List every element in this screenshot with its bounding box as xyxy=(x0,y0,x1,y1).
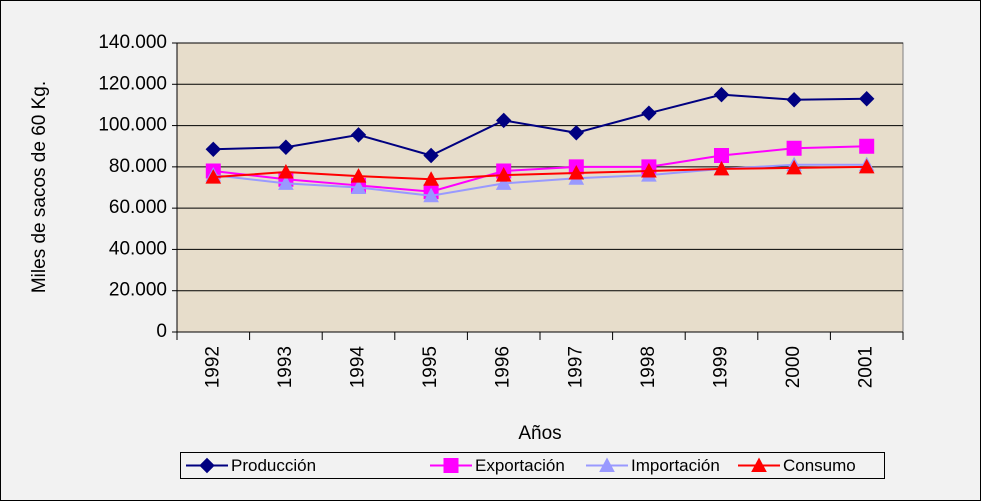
x-tick-label: 1999 xyxy=(711,346,732,388)
data-point xyxy=(714,148,729,164)
y-tick-label: 0 xyxy=(156,321,167,342)
data-point xyxy=(786,140,802,156)
data-point xyxy=(713,160,730,176)
legend-marker xyxy=(599,457,615,472)
data-point xyxy=(568,164,585,180)
data-point xyxy=(423,187,439,203)
data-point xyxy=(205,169,222,184)
series-line xyxy=(213,93,867,157)
legend-label: Exportación xyxy=(475,456,565,475)
x-tick-label: 1995 xyxy=(420,346,441,388)
data-point xyxy=(713,86,730,103)
data-point xyxy=(568,125,585,141)
series-line xyxy=(213,165,867,181)
data-point xyxy=(423,171,439,186)
x-axis-label: Años xyxy=(518,423,561,444)
data-point xyxy=(350,168,367,183)
data-point xyxy=(786,92,802,108)
data-point xyxy=(423,147,439,164)
x-tick-label: 1997 xyxy=(565,346,586,388)
series-line xyxy=(213,163,867,197)
data-point xyxy=(859,138,875,154)
x-tick-label: 2001 xyxy=(856,346,877,388)
data-point xyxy=(786,159,802,175)
y-tick-label: 80.000 xyxy=(109,156,167,177)
legend-label: Importación xyxy=(631,456,720,475)
data-point xyxy=(495,175,512,190)
data-point xyxy=(205,141,222,158)
data-point xyxy=(350,179,367,194)
data-point xyxy=(858,158,875,174)
legend-marker xyxy=(199,457,215,474)
data-point xyxy=(641,105,657,121)
y-axis-label: Miles de sacos de 60 Kg. xyxy=(29,81,50,293)
x-tick-label: 1996 xyxy=(493,346,514,388)
series-line xyxy=(213,145,867,193)
data-point xyxy=(495,167,512,182)
plot-area xyxy=(176,42,904,333)
data-point xyxy=(858,91,875,107)
data-point xyxy=(641,162,657,178)
y-tick-label: 140.000 xyxy=(98,32,167,53)
data-point xyxy=(278,175,294,190)
y-tick-label: 60.000 xyxy=(109,197,167,218)
y-tick-label: 100.000 xyxy=(98,115,167,136)
legend-marker xyxy=(443,458,459,473)
data-point xyxy=(495,112,512,129)
data-point xyxy=(278,139,294,155)
x-tick-label: 1992 xyxy=(202,346,223,388)
data-point xyxy=(278,163,294,179)
y-tick-label: 120.000 xyxy=(98,73,167,94)
data-point xyxy=(350,127,367,143)
x-tick-label: 1994 xyxy=(348,346,369,389)
legend-label: Producción xyxy=(231,456,316,475)
x-tick-label: 1998 xyxy=(638,346,659,388)
x-tick-label: 2000 xyxy=(783,346,804,388)
legend-label: Consumo xyxy=(783,456,856,475)
legend-marker xyxy=(751,457,767,472)
y-tick-label: 20.000 xyxy=(109,280,167,301)
y-tick-label: 40.000 xyxy=(109,238,167,259)
x-tick-label: 1993 xyxy=(275,346,296,388)
